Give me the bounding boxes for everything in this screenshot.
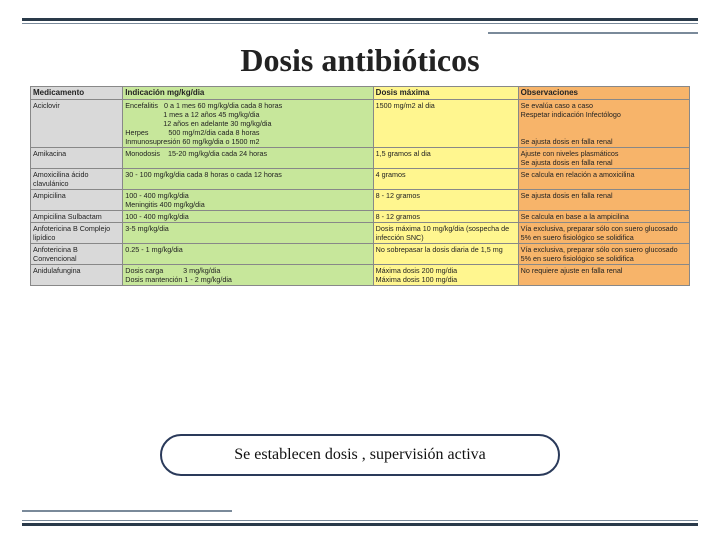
dosage-table-container: Medicamento Indicación mg/kg/dia Dosis m… — [30, 86, 690, 286]
table-row: AciclovirEncefalitis 0 a 1 mes 60 mg/kg/… — [31, 100, 690, 148]
table-row: AnidulafunginaDosis carga 3 mg/kg/dia Do… — [31, 265, 690, 286]
top-rule — [22, 18, 698, 24]
cell-med: Ampicilina — [31, 190, 123, 211]
top-rule-short — [488, 32, 698, 34]
header-observaciones: Observaciones — [518, 87, 689, 100]
table-row: Ampicilina Sulbactam100 - 400 mg/kg/dia8… — [31, 211, 690, 223]
cell-obs: Ajuste con niveles plasmáticos Se ajusta… — [518, 148, 689, 169]
cell-med: Aciclovir — [31, 100, 123, 148]
cell-med: Amoxicilina ácido clavulánico — [31, 169, 123, 190]
cell-ind: Dosis carga 3 mg/kg/dia Dosis mantención… — [123, 265, 373, 286]
cell-dose: No sobrepasar la dosis diaria de 1,5 mg — [373, 244, 518, 265]
cell-dose: 8 - 12 gramos — [373, 211, 518, 223]
table-row: AmikacinaMonodosis 15-20 mg/kg/dia cada … — [31, 148, 690, 169]
page-title: Dosis antibióticos — [0, 42, 720, 79]
header-indicacion: Indicación mg/kg/dia — [123, 87, 373, 100]
cell-med: Anfotericina B Complejo lipídico — [31, 223, 123, 244]
cell-obs: Se calcula en base a la ampicilina — [518, 211, 689, 223]
cell-med: Amikacina — [31, 148, 123, 169]
table-body: AciclovirEncefalitis 0 a 1 mes 60 mg/kg/… — [31, 100, 690, 286]
cell-obs: Vía exclusiva, preparar sólo con suero g… — [518, 223, 689, 244]
table-row: Ampicilina100 - 400 mg/kg/dia Meningitis… — [31, 190, 690, 211]
cell-obs: Se evalúa caso a caso Respetar indicació… — [518, 100, 689, 148]
table-header: Medicamento Indicación mg/kg/dia Dosis m… — [31, 87, 690, 100]
cell-med: Ampicilina Sulbactam — [31, 211, 123, 223]
dosage-table: Medicamento Indicación mg/kg/dia Dosis m… — [30, 86, 690, 286]
cell-dose: 1,5 gramos al dia — [373, 148, 518, 169]
cell-ind: 100 - 400 mg/kg/dia — [123, 211, 373, 223]
callout-box: Se establecen dosis , supervisión activa — [160, 434, 560, 476]
cell-ind: 30 - 100 mg/kg/dia cada 8 horas o cada 1… — [123, 169, 373, 190]
cell-ind: Monodosis 15-20 mg/kg/dia cada 24 horas — [123, 148, 373, 169]
cell-obs: Se ajusta dosis en falla renal — [518, 190, 689, 211]
cell-obs: Se calcula en relación a amoxicilina — [518, 169, 689, 190]
cell-dose: 1500 mg/m2 al dia — [373, 100, 518, 148]
bottom-rule-short — [22, 510, 232, 512]
table-row: Anfotericina B Convencional0.25 - 1 mg/k… — [31, 244, 690, 265]
cell-ind: Encefalitis 0 a 1 mes 60 mg/kg/dia cada … — [123, 100, 373, 148]
cell-dose: Máxima dosis 200 mg/dia Máxima dosis 100… — [373, 265, 518, 286]
cell-obs: No requiere ajuste en falla renal — [518, 265, 689, 286]
cell-med: Anfotericina B Convencional — [31, 244, 123, 265]
cell-dose: Dosis máxima 10 mg/kg/dia (sospecha de i… — [373, 223, 518, 244]
cell-dose: 4 gramos — [373, 169, 518, 190]
bottom-rule — [22, 520, 698, 526]
cell-obs: Vía exclusiva, preparar sólo con suero g… — [518, 244, 689, 265]
cell-ind: 3-5 mg/kg/dia — [123, 223, 373, 244]
cell-dose: 8 - 12 gramos — [373, 190, 518, 211]
header-dosis-maxima: Dosis máxima — [373, 87, 518, 100]
cell-ind: 0.25 - 1 mg/kg/dia — [123, 244, 373, 265]
cell-ind: 100 - 400 mg/kg/dia Meningitis 400 mg/kg… — [123, 190, 373, 211]
table-row: Amoxicilina ácido clavulánico30 - 100 mg… — [31, 169, 690, 190]
cell-med: Anidulafungina — [31, 265, 123, 286]
header-medicamento: Medicamento — [31, 87, 123, 100]
table-row: Anfotericina B Complejo lipídico3-5 mg/k… — [31, 223, 690, 244]
